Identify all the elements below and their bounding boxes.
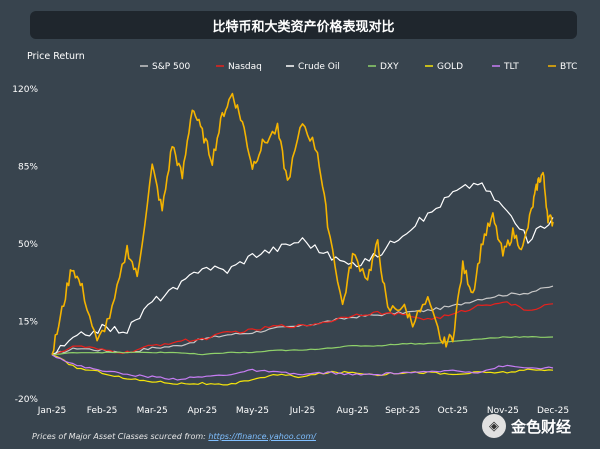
x-tick-label: Nov-25 [487, 406, 519, 416]
y-axis-label: Price Return [27, 51, 85, 62]
y-tick-label: 85% [18, 163, 38, 173]
brand-logo: ◈ 金色财经 [482, 414, 571, 438]
x-tick-label: Oct-25 [438, 406, 468, 416]
x-tick-label: Jan-25 [37, 406, 67, 416]
source-note: Prices of Major Asset Classes scurced fr… [32, 432, 316, 441]
series-line [51, 354, 554, 386]
source-text: Prices of Major Asset Classes scurced fr… [32, 432, 209, 441]
series-line [51, 92, 554, 355]
source-link[interactable]: https://finance.yahoo.com/ [208, 432, 316, 441]
x-tick-label: Feb-25 [87, 406, 118, 416]
y-tick-label: -20% [15, 395, 39, 405]
x-tick-label: Jul-25 [289, 406, 316, 416]
legend-label: Nasdaq [228, 62, 262, 72]
legend-label: S&P 500 [152, 62, 190, 72]
brand-name: 金色财经 [511, 417, 572, 436]
series-line [51, 301, 554, 356]
series-lines [51, 92, 554, 386]
legend-label: DXY [380, 62, 399, 72]
x-axis-ticks: Jan-25 Feb-25 Mar-25 Apr-25 May-25 Jul-25 Aug-… [37, 406, 569, 416]
x-tick-label: Sept-25 [385, 406, 420, 416]
x-tick-label: May-25 [236, 406, 269, 416]
x-tick-label: Apr-25 [187, 406, 217, 416]
legend-label: TLT [503, 62, 519, 72]
y-axis-ticks: 120% 85% 50% 15% -20% [12, 85, 38, 405]
gold-coin-icon: ◈ [482, 414, 506, 438]
x-tick-label: Mar-25 [137, 406, 168, 416]
series-line [51, 354, 554, 381]
x-tick-label: Aug-25 [336, 406, 368, 416]
chart-title: 比特币和大类资产价格表现对比 [30, 11, 577, 39]
legend-label: BTC [560, 62, 577, 72]
series-line [51, 336, 554, 356]
y-tick-label: 120% [12, 85, 38, 95]
y-tick-label: 15% [18, 318, 38, 328]
legend: S&P 500 Nasdaq Crude Oil DXY GOLD TLT BTC [140, 62, 577, 72]
legend-label: GOLD [437, 62, 463, 72]
x-tick-label: Dec-25 [537, 406, 569, 416]
series-line [51, 285, 554, 356]
series-line [51, 182, 554, 356]
y-tick-label: 50% [18, 240, 38, 250]
legend-label: Crude Oil [298, 62, 340, 72]
